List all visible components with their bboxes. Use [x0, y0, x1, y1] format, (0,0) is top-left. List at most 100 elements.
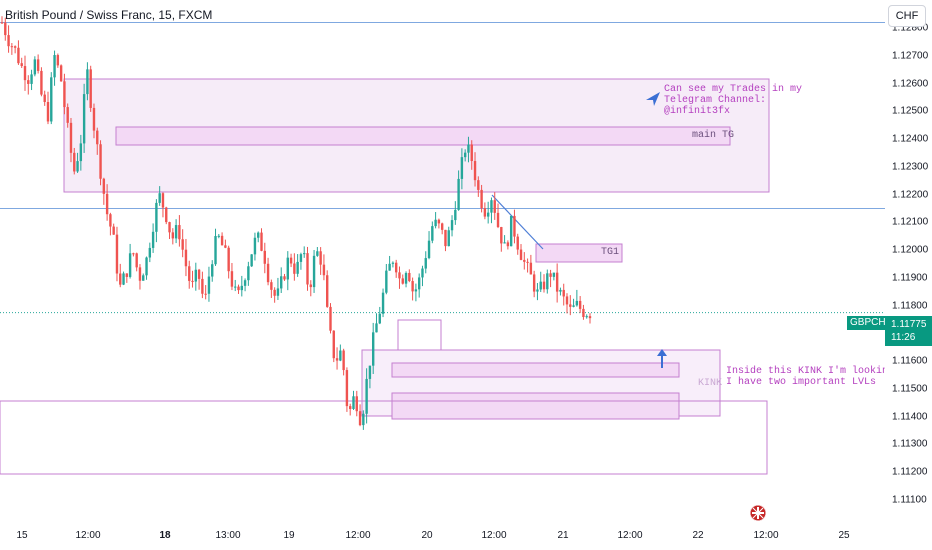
uk-flag-icon[interactable] [750, 505, 766, 521]
candle-body [224, 245, 227, 248]
candle-body [371, 332, 375, 366]
price-tick-label: 1.11600 [892, 355, 928, 367]
candle-body [33, 59, 37, 75]
candles [0, 16, 592, 430]
symbol-title: British Pound / Swiss Franc, 15, FXCM [5, 8, 213, 22]
time-tick-label: 22 [692, 530, 704, 541]
time-axis[interactable]: 15 12:00 18 13:00 19 12:00 20 12:00 21 12:00 22 12:… [0, 522, 885, 550]
demand-zone-large[interactable] [0, 400, 768, 475]
price-tick-label: 1.12600 [892, 78, 929, 90]
candle-body [20, 63, 23, 67]
symbol-price-label: GBPCHF [847, 316, 895, 330]
price-tick-label: 1.12100 [892, 216, 929, 228]
candle-body [519, 249, 523, 260]
candle-body [280, 276, 283, 289]
candle-body [578, 300, 582, 309]
candle-body [204, 293, 207, 295]
price-tick-label: 1.12300 [892, 161, 929, 173]
candle-body [411, 281, 414, 292]
kink-note-line: Inside this KINK I'm looking for BUY [726, 366, 932, 377]
candle-body [319, 251, 322, 265]
candle-body [132, 253, 135, 255]
candle-body [539, 281, 542, 290]
send-arrow-icon [646, 92, 660, 106]
candle-body [414, 289, 418, 292]
candle-body [142, 275, 145, 281]
buy-level-lower[interactable] [391, 392, 680, 420]
candle-body [355, 396, 358, 412]
price-tick-label: 1.11200 [892, 466, 928, 478]
price-tick-label: 1.11900 [892, 272, 928, 284]
candle-body [362, 413, 365, 426]
candle-body [368, 365, 372, 379]
candle-body [151, 231, 155, 248]
candle-body [250, 254, 253, 267]
main-tg-zone[interactable] [115, 126, 731, 146]
kink-note-line: I have two important LVLs [726, 377, 877, 388]
candle-body [477, 180, 480, 190]
candle-body [102, 178, 106, 194]
candle-body [444, 229, 447, 247]
candle-body [247, 266, 250, 281]
candle-body [27, 80, 30, 84]
candle-body [96, 130, 99, 145]
candle-body [66, 107, 69, 123]
tg1-zone[interactable] [535, 243, 623, 263]
candle-body [10, 46, 14, 48]
candle-body [509, 215, 513, 247]
time-tick-label: 19 [283, 530, 295, 541]
candle-body [148, 247, 152, 258]
candle-body [342, 350, 345, 371]
candle-body [188, 266, 191, 281]
candle-body [437, 219, 441, 224]
candle-body [549, 273, 552, 277]
price-tick-label: 1.11100 [892, 494, 927, 506]
price-tick-label: 1.12000 [892, 244, 929, 256]
price-tick-label: 1.11300 [892, 438, 928, 450]
trades-note: Can see my Trades in my Telegram Channel… [664, 84, 802, 117]
candle-body [565, 296, 569, 305]
candle-body [92, 107, 96, 131]
candle-body [220, 235, 224, 246]
time-tick-label: 12:00 [617, 530, 643, 541]
last-price-value: 1.11775 [891, 319, 927, 330]
candle-body [112, 226, 115, 235]
candle-body [299, 254, 303, 262]
price-tick-label: 1.12400 [892, 133, 929, 145]
candle-body [375, 323, 378, 333]
small-zone[interactable] [397, 319, 442, 353]
candle-body [490, 200, 493, 213]
currency-button[interactable]: CHF [888, 5, 926, 27]
candle-body [135, 253, 138, 268]
candle-body [119, 273, 122, 285]
candle-body [276, 288, 280, 296]
candle-body [306, 253, 309, 285]
chart-area[interactable]: British Pound / Swiss Franc, 15, FXCM Ca… [0, 0, 932, 522]
candle-body [17, 47, 20, 64]
candle-body [447, 230, 450, 247]
candle-body [473, 161, 477, 181]
candle-body [562, 289, 565, 297]
time-tick-label: 20 [421, 530, 433, 541]
price-axis[interactable]: 1.12800 1.12700 1.12600 1.12500 1.12400 1.123… [885, 0, 932, 522]
time-tick-label: 13:00 [215, 530, 241, 541]
candle-body [486, 212, 490, 217]
candle-body [174, 225, 178, 239]
buy-level-upper[interactable] [391, 362, 680, 378]
candle-body [365, 378, 368, 414]
trendline[interactable] [491, 194, 544, 250]
tg1-label: TG1 [601, 247, 620, 258]
candle-body [73, 152, 76, 172]
time-tick-label: 12:00 [753, 530, 779, 541]
candle-body [59, 65, 63, 82]
time-tick-label: 12:00 [345, 530, 371, 541]
candle-body [125, 273, 129, 277]
candle-body [529, 262, 533, 275]
candle-body [178, 225, 181, 240]
price-chart[interactable] [0, 0, 885, 522]
candle-body [263, 250, 266, 264]
candle-body [217, 235, 221, 237]
candle-body [155, 202, 158, 232]
candle-body [145, 257, 148, 276]
candle-body [266, 263, 270, 283]
